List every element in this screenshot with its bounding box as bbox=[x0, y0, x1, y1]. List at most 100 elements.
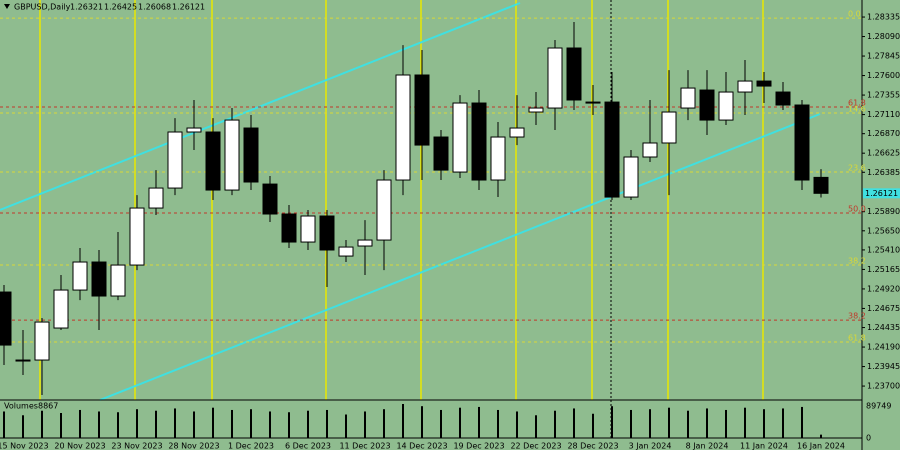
candle-body bbox=[110, 264, 126, 297]
volume-zero: 0 bbox=[866, 434, 871, 443]
y-tick-label: 1.27600 bbox=[867, 71, 900, 80]
x-tick-label: 15 Nov 2023 bbox=[0, 442, 49, 450]
candle-body bbox=[395, 74, 411, 181]
y-tick-label: 1.27110 bbox=[867, 110, 900, 119]
y-tick-label: 1.24435 bbox=[867, 323, 900, 332]
candle-body bbox=[338, 246, 354, 257]
y-tick-label: 1.23700 bbox=[867, 382, 900, 391]
candle-body bbox=[699, 89, 715, 121]
candle-body bbox=[585, 101, 601, 104]
x-tick-label: 11 Jan 2024 bbox=[740, 442, 788, 450]
candle-body bbox=[186, 127, 202, 133]
candle-body bbox=[756, 80, 772, 87]
x-tick-label: 6 Dec 2023 bbox=[285, 442, 331, 450]
candle-body bbox=[566, 47, 582, 101]
x-tick-label: 19 Dec 2023 bbox=[453, 442, 504, 450]
candle-body bbox=[205, 131, 221, 191]
candle-body bbox=[281, 213, 297, 243]
ohlc-close: 1.26121 bbox=[172, 3, 205, 12]
trend-line bbox=[99, 113, 821, 401]
x-tick-label: 3 Jan 2024 bbox=[629, 442, 672, 450]
candle-body bbox=[813, 176, 829, 194]
trend-line bbox=[0, 2, 521, 211]
candle-body bbox=[528, 107, 544, 113]
candle-body bbox=[452, 102, 468, 173]
candle-body bbox=[243, 127, 259, 183]
x-tick-label: 11 Dec 2023 bbox=[339, 442, 390, 450]
candle-body bbox=[794, 104, 810, 181]
fib-level-label: 38.2 bbox=[848, 312, 866, 321]
candle-body bbox=[0, 291, 12, 346]
candle-body bbox=[642, 142, 658, 158]
y-tick-label: 1.28090 bbox=[867, 32, 900, 41]
candle-body bbox=[129, 207, 145, 266]
x-tick-label: 16 Jan 2024 bbox=[797, 442, 845, 450]
x-tick-label: 8 Jan 2024 bbox=[686, 442, 729, 450]
y-tick-label: 1.27845 bbox=[867, 52, 900, 61]
y-tick-label: 1.24190 bbox=[867, 343, 900, 352]
candle-body bbox=[262, 183, 278, 215]
candle-body bbox=[319, 215, 335, 251]
fib-level-label: 61.8 bbox=[848, 334, 866, 343]
fib-level-label: 50.0 bbox=[848, 205, 866, 214]
candle-body bbox=[604, 101, 620, 198]
fib-level-label: 61.8 bbox=[848, 99, 866, 108]
candle-body bbox=[91, 261, 107, 297]
candle-body bbox=[72, 261, 88, 291]
x-tick-label: 20 Nov 2023 bbox=[54, 442, 105, 450]
volume-value: 8867 bbox=[38, 402, 58, 411]
current-price-box bbox=[863, 188, 900, 199]
symbol: GBPUSD,Daily bbox=[14, 3, 71, 12]
candle-body bbox=[15, 359, 31, 362]
y-tick-label: 1.25165 bbox=[867, 265, 900, 274]
y-tick-label: 1.26625 bbox=[867, 149, 900, 158]
candle-body bbox=[547, 47, 563, 109]
candle-body bbox=[300, 215, 316, 243]
candle-body bbox=[414, 74, 430, 146]
y-tick-label: 1.25890 bbox=[867, 207, 900, 216]
x-tick-label: 28 Nov 2023 bbox=[168, 442, 219, 450]
y-tick-label: 1.24920 bbox=[867, 284, 900, 293]
y-tick-label: 1.28335 bbox=[867, 13, 900, 22]
candle-body bbox=[490, 136, 506, 181]
fib-level-label: 23.6 bbox=[848, 164, 866, 173]
candle-body bbox=[53, 289, 69, 329]
candle-body bbox=[718, 91, 734, 121]
ohlc-low: 1.26068 bbox=[138, 3, 171, 12]
candle-body bbox=[775, 91, 791, 106]
candle-body bbox=[224, 119, 240, 191]
current-price: 1.26121 bbox=[865, 189, 898, 198]
candle-body bbox=[148, 187, 164, 209]
y-tick-label: 1.24675 bbox=[867, 304, 900, 313]
x-tick-label: 14 Dec 2023 bbox=[396, 442, 447, 450]
candle-body bbox=[471, 102, 487, 181]
volume-max: 89749 bbox=[866, 402, 891, 411]
x-tick-label: 22 Dec 2023 bbox=[510, 442, 561, 450]
ohlc-open: 1.26321 bbox=[70, 3, 103, 12]
candle-body bbox=[34, 321, 50, 361]
menu-arrow bbox=[4, 4, 10, 9]
x-tick-label: 1 Dec 2023 bbox=[228, 442, 274, 450]
y-tick-label: 1.26385 bbox=[867, 168, 900, 177]
candle-body bbox=[737, 80, 753, 93]
y-tick-label: 1.25410 bbox=[867, 245, 900, 254]
y-tick-label: 1.25650 bbox=[867, 226, 900, 235]
fib-level-label: 38.2 bbox=[848, 257, 866, 266]
candle-body bbox=[376, 179, 392, 241]
y-tick-label: 1.26870 bbox=[867, 129, 900, 138]
candle-body bbox=[357, 239, 373, 247]
period-separators bbox=[39, 0, 764, 400]
volume-label: Volumes bbox=[4, 402, 38, 411]
y-tick-label: 1.23945 bbox=[867, 362, 900, 371]
candle-body bbox=[661, 111, 677, 144]
candle-body bbox=[623, 156, 639, 198]
x-tick-label: 23 Nov 2023 bbox=[111, 442, 162, 450]
candle-body bbox=[433, 136, 449, 171]
candle-body bbox=[680, 87, 696, 109]
y-tick-label: 1.27355 bbox=[867, 91, 900, 100]
candle-body bbox=[167, 131, 183, 189]
x-tick-label: 28 Dec 2023 bbox=[567, 442, 618, 450]
